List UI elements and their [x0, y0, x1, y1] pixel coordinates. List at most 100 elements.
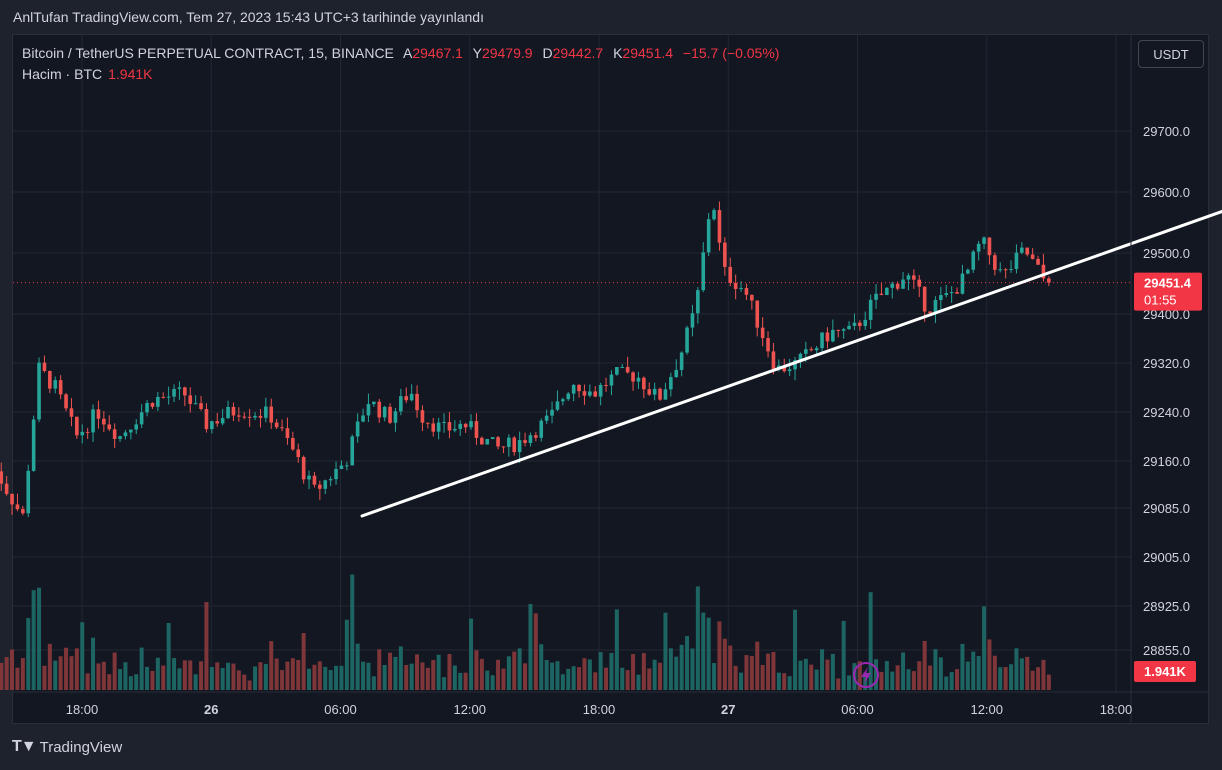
volume-bar [830, 653, 835, 690]
symbol-title[interactable]: Bitcoin / TetherUS PERPETUAL CONTRACT, 1… [22, 45, 394, 61]
candle-up [712, 208, 716, 221]
volume-bar [361, 661, 366, 690]
low-value: 29442.7 [552, 45, 604, 61]
candle-up [436, 417, 441, 440]
volume-bar [566, 668, 571, 690]
volume-bar [458, 672, 463, 690]
candle-up [701, 242, 706, 293]
volume-bar [285, 661, 290, 690]
volume-bar [274, 658, 279, 690]
candle-up [960, 264, 965, 295]
price-tick-label: 29240.0 [1143, 405, 1190, 420]
volume-bar [490, 675, 495, 690]
candle-up [366, 393, 371, 422]
volume-bar [555, 661, 560, 690]
volume-bar [960, 643, 965, 690]
time-tick-label: 06:00 [841, 702, 874, 717]
volume-bar [231, 663, 236, 690]
open-value: 29467.1 [412, 45, 463, 61]
candle-down [523, 432, 527, 447]
candle-up [685, 325, 689, 355]
volume-bar [550, 662, 555, 690]
volume-bar [74, 648, 79, 690]
volume-bar [215, 662, 220, 690]
volume-bar [172, 658, 177, 690]
volume-bar [836, 678, 841, 690]
candle-up [890, 281, 895, 299]
volume-bar [911, 671, 916, 690]
candle-up [566, 391, 571, 402]
volume-bar [312, 664, 317, 690]
grid-lines [13, 35, 1131, 692]
time-axis[interactable]: 18:002606:0012:0018:002706:0012:0018:002… [13, 691, 1222, 717]
volume-bar [955, 669, 960, 690]
volume-bar [350, 574, 355, 690]
candle-up [971, 249, 976, 273]
volume-legend[interactable]: Hacim · BTC 1.941K [22, 66, 153, 82]
volume-bar [425, 667, 430, 690]
volume-bar [620, 667, 625, 690]
trendline[interactable] [360, 209, 1222, 518]
volume-bar [37, 587, 42, 690]
candle-up [339, 460, 344, 470]
time-tick-label: 12:00 [453, 702, 486, 717]
candle-up [399, 388, 403, 416]
volume-bar [112, 652, 117, 690]
candle-up [982, 236, 986, 250]
brand-footer[interactable]: T▼ TradingView [12, 738, 122, 756]
candle-up [847, 321, 851, 330]
candle-down [480, 436, 484, 445]
candle-up [1020, 242, 1024, 255]
candle-down [107, 415, 112, 432]
currency-button[interactable]: USDT [1138, 40, 1204, 68]
candle-up [334, 461, 338, 485]
price-axis[interactable]: 29700.0 29600.0 29500.0 29400.0 29320.0 29240… [1130, 35, 1190, 722]
volume-tag: 1.941K [1134, 661, 1196, 682]
volume-bar [139, 647, 144, 690]
candle-up [145, 400, 149, 417]
volume-bar [787, 676, 792, 690]
candle-down [728, 257, 733, 287]
volume-bar [976, 655, 981, 690]
volume-tag-value: 1.941K [1144, 664, 1187, 679]
volume-bar [496, 659, 501, 690]
volume-bar [431, 660, 436, 690]
volume-bar [199, 661, 204, 690]
candle-down [102, 410, 106, 433]
publisher-line: AnlTufan TradingView.com, Tem 27, 2023 1… [13, 9, 484, 25]
candle-down [258, 409, 263, 428]
volume-bar [150, 670, 155, 690]
candle-down [10, 493, 14, 515]
volume-bar [447, 654, 452, 690]
volume-bar [166, 622, 171, 690]
volume-bar [647, 668, 652, 690]
candle-down [447, 412, 452, 439]
candle-down [150, 402, 155, 409]
volume-bar [766, 653, 771, 690]
candle-down [474, 413, 479, 445]
candle-up [852, 313, 857, 331]
volume-bar [609, 652, 614, 690]
volume-bar [161, 665, 166, 690]
volume-bar [825, 659, 830, 690]
price-tick-label: 29600.0 [1143, 185, 1190, 200]
volume-bar [1041, 659, 1046, 690]
volume-bar [377, 649, 382, 690]
candle-down [750, 294, 754, 310]
candle-down [1047, 276, 1051, 287]
time-tick-label: 12:00 [970, 702, 1003, 717]
volume-bar [668, 648, 673, 690]
candle-up [793, 357, 797, 381]
candle-down [879, 282, 884, 296]
candle-up [906, 273, 911, 291]
candle-down [58, 375, 63, 400]
bolt-icon[interactable] [853, 662, 879, 688]
volume-bar [987, 639, 992, 690]
volume-bar [1030, 670, 1035, 690]
candle-down [247, 408, 252, 427]
candle-down [625, 356, 630, 374]
volume-bar [577, 667, 582, 690]
candle-up [966, 268, 970, 275]
volume-bar [4, 657, 9, 690]
